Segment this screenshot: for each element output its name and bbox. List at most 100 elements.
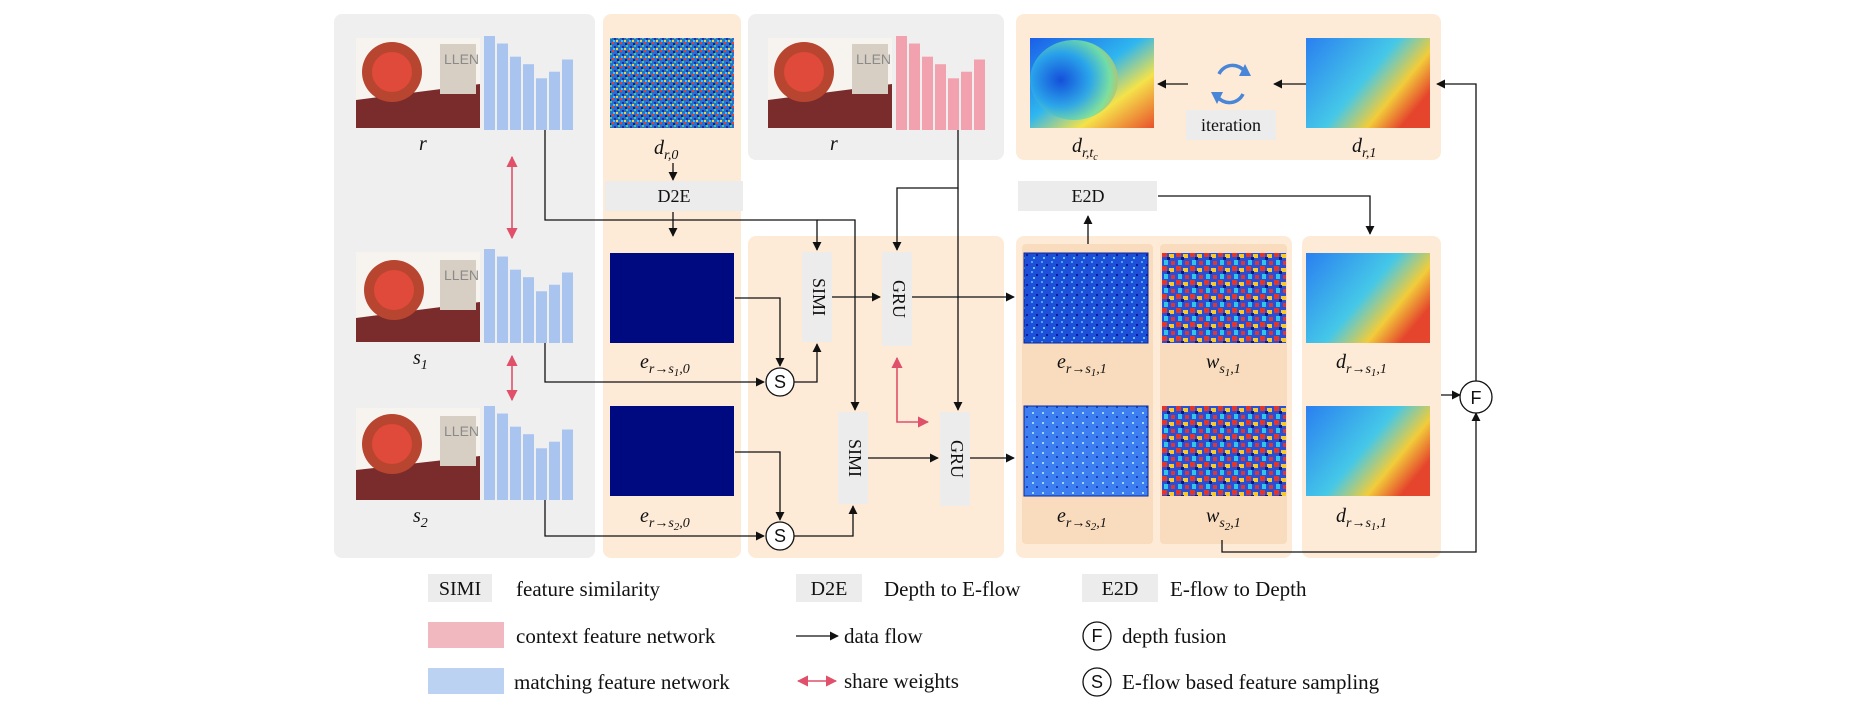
legend-sampling-node <box>1082 667 1112 697</box>
legend-matching-desc: matching feature network <box>514 670 730 694</box>
feature-bar <box>549 284 560 343</box>
feature-bar <box>523 277 534 343</box>
label-e-s2-1: er→s2,1 <box>1057 505 1107 533</box>
gru-label-2: GRU <box>947 440 967 478</box>
legend-share-desc: share weights <box>844 669 959 693</box>
error-map-s2-1 <box>1023 405 1149 497</box>
d2e-label: D2E <box>658 186 691 206</box>
scene-image-r-context: LLEN <box>768 38 892 128</box>
weight-map-s2-1 <box>1162 406 1286 496</box>
legend-context-desc: context feature network <box>516 624 716 648</box>
sampling-label-1: S <box>774 372 786 392</box>
label-e-s1-0: er→s1,0 <box>640 351 690 379</box>
svg-text:LLEN: LLEN <box>444 51 479 67</box>
scene-image-s2: LLEN <box>356 408 480 500</box>
feature-bar <box>562 272 573 343</box>
error-map-s1-1 <box>1023 252 1149 344</box>
feature-bar <box>536 448 547 500</box>
legend-simi-swatch <box>428 574 492 602</box>
feature-bar <box>536 78 547 130</box>
feature-bar <box>922 56 933 130</box>
label-w-s1-1: ws1,1 <box>1206 351 1241 379</box>
iteration-block <box>1186 110 1276 140</box>
matching-features-s2 <box>484 406 573 500</box>
e2d-label: E2D <box>1072 186 1105 206</box>
legend-e2d-swatch <box>1082 574 1158 602</box>
fusion-node <box>1459 380 1493 414</box>
label-r-context: r <box>830 133 838 155</box>
feature-bar <box>961 71 972 130</box>
fusion-label: F <box>1471 388 1482 408</box>
feature-bar <box>523 64 534 130</box>
feature-bar <box>974 59 985 130</box>
feature-bar <box>497 413 508 500</box>
legend-simi-key: SIMI <box>439 578 481 600</box>
feature-bar <box>549 441 560 500</box>
label-e-s1-1: er→s1,1 <box>1057 351 1107 379</box>
feature-bar <box>510 269 521 343</box>
e2d-block <box>1018 181 1157 211</box>
feature-bar <box>510 56 521 130</box>
label-r: r <box>419 133 427 155</box>
gru-block-2 <box>940 412 970 506</box>
label-w-s2-1: ws2,1 <box>1206 505 1241 533</box>
legend-e2d-desc: E-flow to Depth <box>1170 577 1307 601</box>
svg-text:LLEN: LLEN <box>444 267 479 283</box>
feature-bar <box>523 434 534 500</box>
weight-map-s1-1 <box>1162 253 1286 343</box>
legend-d2e-swatch <box>796 574 862 602</box>
label-s1: s1 <box>413 347 428 373</box>
feature-bar <box>909 43 920 130</box>
label-e-s2-0: er→s2,0 <box>640 505 690 533</box>
feature-bar <box>948 78 959 130</box>
feature-bar <box>484 406 495 500</box>
simi-block-2 <box>838 412 868 504</box>
simi-label-2: SIMI <box>845 439 865 477</box>
depth-map-r-1 <box>1306 38 1430 128</box>
legend-fusion-node <box>1082 621 1112 651</box>
label-d-rs1-1-b: dr→s1,1 <box>1336 505 1387 533</box>
update-panel <box>748 236 1004 558</box>
legend-fusion-desc: depth fusion <box>1122 624 1227 648</box>
legend-sampling-key: S <box>1091 672 1103 692</box>
label-d-r0: dr,0 <box>654 137 678 163</box>
iteration-label: iteration <box>1201 115 1261 135</box>
depth-map-rs1-1-a <box>1306 253 1430 343</box>
simi-label-1: SIMI <box>809 278 829 316</box>
context-features-r <box>896 36 985 130</box>
feature-bar <box>484 36 495 130</box>
feature-bar <box>896 36 907 130</box>
feature-bar <box>484 249 495 343</box>
eflow-map-s2-0 <box>610 406 734 496</box>
gru-block-1 <box>882 252 912 346</box>
matching-features-s1 <box>484 249 573 343</box>
legend-fusion-key: F <box>1092 626 1103 646</box>
eflow-map-s1-0 <box>610 253 734 343</box>
svg-text:LLEN: LLEN <box>856 51 891 67</box>
legend-e2d-key: E2D <box>1102 578 1139 600</box>
feature-bar <box>497 43 508 130</box>
depth-map-r-tc-sphere <box>1030 40 1118 120</box>
matching-features-r <box>484 36 573 130</box>
feature-bar <box>497 256 508 343</box>
sampling-label-2: S <box>774 526 786 546</box>
legend-simi-desc: feature similarity <box>516 577 661 601</box>
legend-d2e-desc: Depth to E-flow <box>884 577 1021 601</box>
d2e-block <box>605 181 743 211</box>
legend-data-flow-desc: data flow <box>844 624 924 648</box>
gru-label-1: GRU <box>889 280 909 318</box>
label-s2: s2 <box>413 505 428 531</box>
feature-bar <box>549 71 560 130</box>
feature-bar <box>562 429 573 500</box>
feature-bar <box>935 64 946 130</box>
data-flow-lines <box>544 79 1481 553</box>
scene-image-s1: LLEN <box>356 252 480 342</box>
legend-d2e-key: D2E <box>811 578 848 600</box>
legend-context-swatch <box>428 622 504 648</box>
simi-block-1 <box>802 252 832 342</box>
feature-bar <box>562 59 573 130</box>
legend-matching-swatch <box>428 668 504 694</box>
scene-image-r: LLEN <box>356 38 480 128</box>
label-d-r1: dr,1 <box>1352 135 1376 161</box>
